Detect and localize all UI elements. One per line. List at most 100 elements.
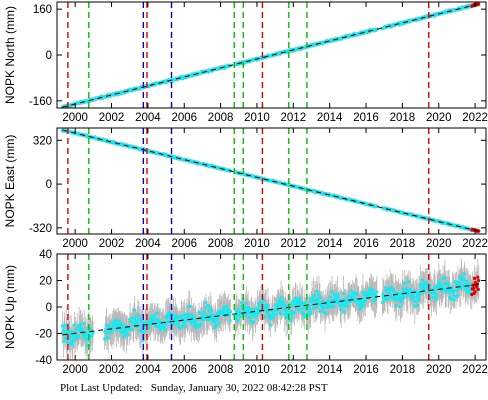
x-tick-label: 2016: [353, 238, 379, 250]
data-point: [158, 328, 162, 332]
data-point: [121, 331, 125, 335]
data-point: [280, 306, 284, 310]
data-point: [239, 314, 243, 318]
data-point: [278, 312, 283, 316]
data-point: [72, 323, 77, 327]
data-point: [64, 323, 68, 327]
data-point: [477, 2, 481, 6]
data-point: [194, 320, 198, 325]
data-point: [215, 324, 219, 328]
data-point: [228, 309, 233, 314]
data-point: [133, 308, 137, 312]
data-point: [199, 322, 203, 326]
data-point: [199, 312, 203, 316]
x-tick-label: 2010: [244, 238, 270, 250]
x-tick-label: 2000: [62, 238, 88, 250]
data-point: [254, 314, 259, 318]
data-point: [266, 303, 270, 308]
x-tick-label: 2022: [462, 112, 488, 124]
data-point: [228, 319, 232, 323]
data-point: [163, 328, 167, 332]
panel-plot-area: [60, 254, 481, 360]
panel-2: -320 0 320 2000 2002 2004 2006 2008 2010 2012 2014…: [3, 127, 488, 250]
data-point: [251, 320, 255, 324]
panel-plot-area: [60, 2, 481, 108]
data-point: [115, 318, 119, 322]
data-point: [153, 313, 157, 317]
x-tick-label: 2016: [353, 112, 379, 124]
data-point: [202, 310, 206, 314]
x-tick-label: 2006: [171, 238, 197, 250]
data-point: [155, 311, 159, 315]
x-tick-label: 2008: [208, 112, 234, 124]
data-point: [120, 324, 124, 328]
data-point: [142, 330, 147, 334]
x-tick-label: 2018: [390, 238, 416, 250]
data-point: [235, 314, 240, 318]
data-point: [207, 318, 211, 322]
data-point: [147, 326, 151, 330]
x-tick-label: 2020: [426, 112, 452, 124]
data-point: [284, 308, 289, 312]
data-point: [297, 307, 301, 311]
data-point: [105, 331, 109, 335]
data-point: [298, 296, 302, 300]
data-point: [136, 314, 140, 318]
x-tick-label: 2004: [135, 112, 161, 124]
y-tick-label: 160: [33, 4, 52, 16]
data-point: [182, 322, 186, 326]
data-point: [62, 328, 66, 332]
x-tick-label: 2014: [317, 112, 343, 124]
data-point: [158, 320, 162, 325]
data-point: [281, 300, 285, 304]
data-point: [248, 319, 253, 323]
data-point: [133, 317, 137, 321]
data-point: [244, 302, 248, 306]
data-point: [240, 301, 244, 305]
data-point: [208, 306, 212, 310]
data-point: [190, 313, 194, 317]
trend-line: [62, 129, 479, 232]
data-point: [248, 314, 252, 319]
data-point: [119, 322, 123, 326]
data-point: [228, 313, 232, 317]
data-point: [78, 322, 83, 327]
x-tick-label: 2022: [462, 238, 488, 250]
data-point: [204, 300, 208, 304]
data-point: [71, 330, 76, 334]
data-point: [252, 307, 256, 312]
x-tick-label: 2006: [171, 112, 197, 124]
data-point: [180, 324, 184, 328]
data-point: [85, 343, 89, 347]
data-point: [65, 340, 70, 345]
x-tick-label: 2004: [135, 238, 161, 250]
x-tick-label: 2020: [426, 238, 452, 250]
data-point: [206, 304, 210, 308]
data-point: [135, 321, 140, 325]
data-point: [291, 299, 295, 303]
data-point: [162, 324, 166, 328]
y-tick-label: 0: [46, 179, 52, 191]
data-point: [70, 343, 74, 347]
data-point: [80, 327, 84, 331]
data-point: [188, 304, 192, 309]
data-point: [75, 327, 79, 331]
data-point: [183, 320, 187, 324]
x-tick-label: 2010: [244, 112, 270, 124]
data-point: [263, 315, 267, 319]
data-point: [293, 296, 297, 300]
data-point: [192, 315, 196, 319]
data-point: [165, 319, 169, 323]
data-point: [289, 308, 293, 313]
data-point: [197, 310, 201, 314]
data-point: [89, 327, 93, 332]
y-tick-label: 320: [33, 135, 52, 147]
data-point: [144, 320, 148, 325]
data-point: [110, 329, 114, 333]
data-point: [125, 333, 129, 337]
data-point: [278, 300, 282, 304]
data-point: [124, 330, 128, 334]
data-point: [216, 316, 220, 320]
x-tick-label: 2002: [99, 238, 125, 250]
